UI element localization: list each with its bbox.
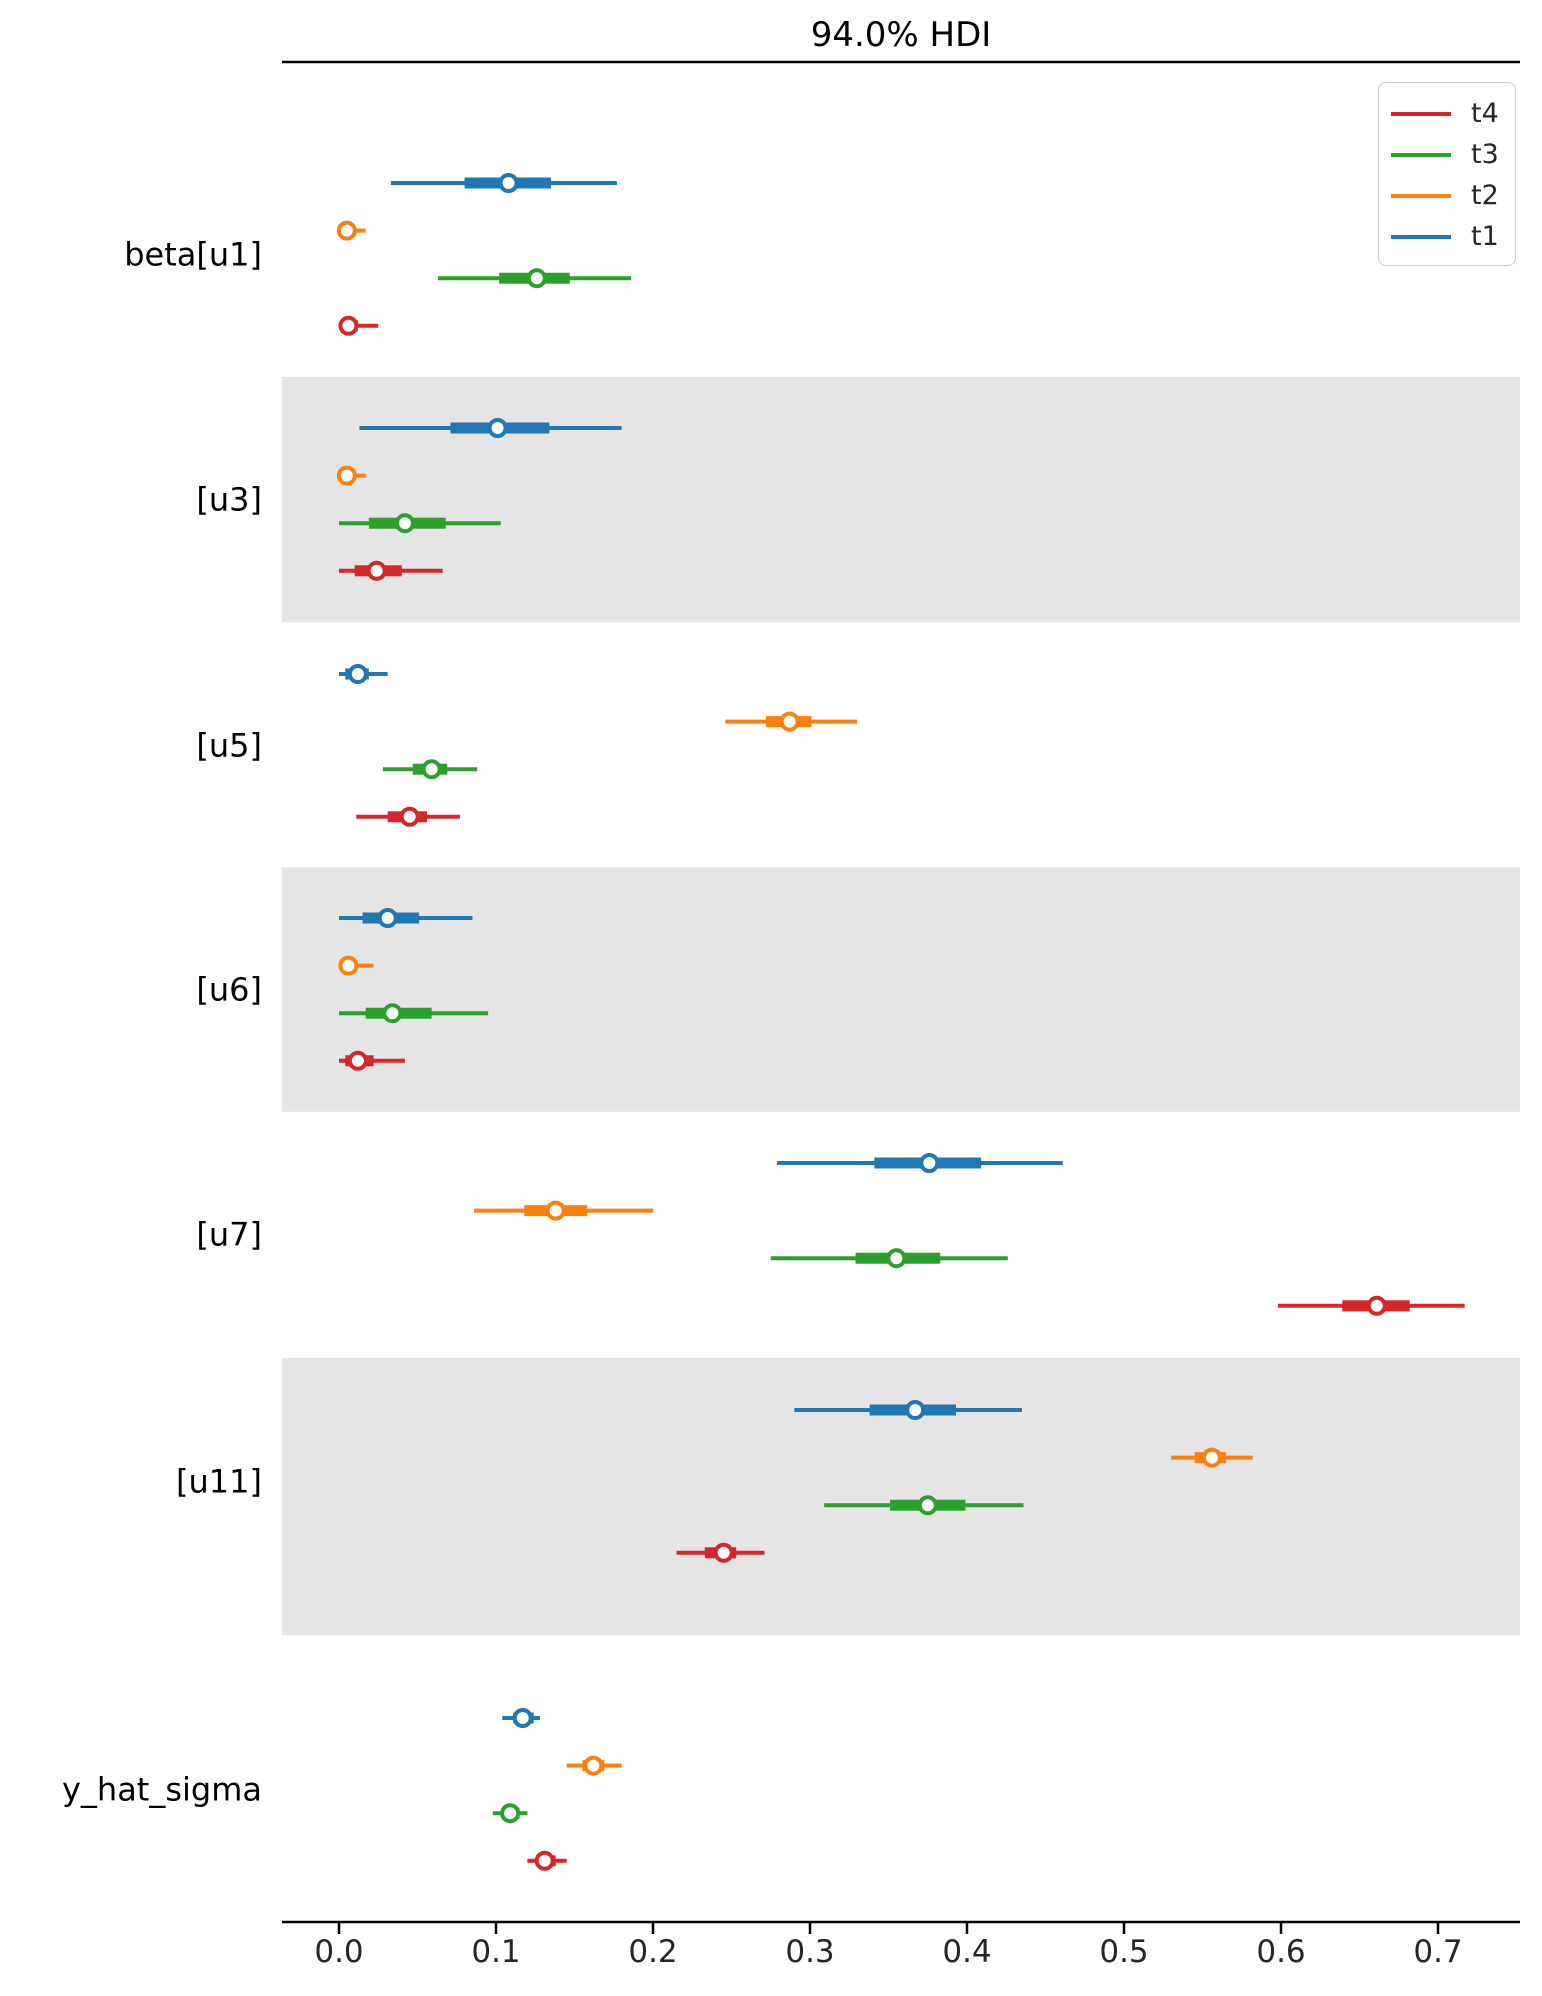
- point-estimate-marker: [583, 1755, 604, 1776]
- group-band: [282, 867, 1520, 1112]
- forest-row-u7-t4: [1277, 1295, 1465, 1316]
- forest-row-u3-t1: [359, 418, 622, 438]
- forest-row-yhatsigma-t3: [492, 1803, 528, 1824]
- point-estimate-marker: [338, 315, 359, 336]
- point-estimate-marker: [512, 1708, 533, 1728]
- chart-title: 94.0% HDI: [811, 15, 992, 55]
- x-tick-label: 0.4: [942, 1934, 991, 1970]
- legend-label: t2: [1471, 180, 1499, 211]
- legend-label: t4: [1471, 98, 1499, 129]
- y-axis-label-u6: [u6]: [196, 970, 262, 1008]
- forest-row-u3-t3: [339, 513, 501, 534]
- legend-line-swatch: [1391, 111, 1451, 116]
- forest-row-u11-t4: [676, 1542, 765, 1563]
- point-estimate-marker: [917, 1495, 938, 1516]
- x-tick-label: 0.1: [471, 1934, 520, 1970]
- point-estimate-marker: [366, 560, 387, 581]
- forest-row-betau1-t4: [338, 315, 379, 336]
- point-estimate-marker: [526, 268, 547, 289]
- point-estimate-marker: [347, 1050, 368, 1071]
- forest-row-u5-t1: [339, 664, 388, 684]
- legend-entry-t2: t2: [1391, 175, 1501, 216]
- point-estimate-marker: [347, 664, 368, 684]
- legend-entry-t4: t4: [1391, 93, 1501, 134]
- forest-row-u7-t3: [770, 1248, 1008, 1269]
- forest-row-u5-t3: [382, 759, 478, 780]
- y-axis-label-u7: [u7]: [196, 1215, 262, 1253]
- x-tick-label: 0.0: [314, 1934, 363, 1970]
- point-estimate-marker: [394, 513, 415, 534]
- legend-entry-t3: t3: [1391, 134, 1501, 175]
- forest-row-betau1-t1: [390, 173, 617, 193]
- forest-row-u11-t2: [1171, 1447, 1253, 1468]
- forest-row-betau1-t2: [336, 220, 366, 241]
- forest-row-u5-t4: [356, 806, 460, 827]
- point-estimate-marker: [1366, 1295, 1387, 1316]
- forest-row-u6-t1: [339, 908, 473, 928]
- forest-row-betau1-t3: [437, 268, 632, 289]
- y-axis-label-u5: [u5]: [196, 726, 262, 764]
- point-estimate-marker: [338, 955, 359, 976]
- forest-row-u6-t3: [339, 1003, 489, 1024]
- forest-row-u7-t1: [777, 1153, 1063, 1173]
- group-band: [282, 376, 1520, 623]
- forest-row-u3-t2: [336, 465, 366, 486]
- forest-row-u7-t2: [474, 1200, 653, 1221]
- x-tick-label: 0.5: [1099, 1934, 1148, 1970]
- forest-row-u6-t2: [338, 955, 374, 976]
- y-axis-label-u3: [u3]: [196, 480, 262, 518]
- legend-line-swatch: [1391, 193, 1451, 198]
- x-tick-label: 0.7: [1413, 1934, 1462, 1970]
- point-estimate-marker: [1201, 1447, 1222, 1468]
- point-estimate-marker: [399, 806, 420, 827]
- legend: t4 t3 t2 t1: [1378, 82, 1516, 266]
- point-estimate-marker: [919, 1153, 940, 1173]
- point-estimate-marker: [779, 711, 800, 732]
- point-estimate-marker: [336, 220, 357, 241]
- forest-row-u11-t1: [794, 1400, 1022, 1420]
- legend-line-swatch: [1391, 234, 1451, 239]
- legend-entry-t1: t1: [1391, 216, 1501, 257]
- legend-line-swatch: [1391, 152, 1451, 157]
- x-tick-label: 0.6: [1256, 1934, 1305, 1970]
- point-estimate-marker: [500, 1803, 521, 1824]
- y-axis-label-betau1: beta[u1]: [124, 235, 262, 273]
- point-estimate-marker: [534, 1850, 555, 1871]
- forest-row-u3-t4: [339, 560, 443, 581]
- point-estimate-marker: [498, 173, 519, 193]
- x-tick-label: 0.2: [628, 1934, 677, 1970]
- forest-row-u6-t4: [339, 1050, 405, 1071]
- forest-row-yhatsigma-t2: [566, 1755, 622, 1776]
- y-axis-label-u11: [u11]: [176, 1462, 262, 1500]
- point-estimate-marker: [713, 1542, 734, 1563]
- legend-label: t3: [1471, 139, 1499, 170]
- group-band: [282, 1357, 1520, 1636]
- point-estimate-marker: [886, 1248, 907, 1269]
- point-estimate-marker: [905, 1400, 926, 1420]
- forest-row-u5-t2: [725, 711, 858, 732]
- forest-row-u11-t3: [824, 1495, 1024, 1516]
- y-axis-label-yhatsigma: y_hat_sigma: [62, 1770, 262, 1808]
- x-tick-label: 0.3: [785, 1934, 834, 1970]
- point-estimate-marker: [377, 908, 398, 928]
- point-estimate-marker: [382, 1003, 403, 1024]
- point-estimate-marker: [487, 418, 508, 438]
- forest-row-yhatsigma-t1: [502, 1708, 540, 1728]
- point-estimate-marker: [421, 759, 442, 780]
- point-estimate-marker: [545, 1200, 566, 1221]
- forest-row-yhatsigma-t4: [527, 1850, 567, 1871]
- point-estimate-marker: [336, 465, 357, 486]
- legend-label: t1: [1471, 221, 1499, 252]
